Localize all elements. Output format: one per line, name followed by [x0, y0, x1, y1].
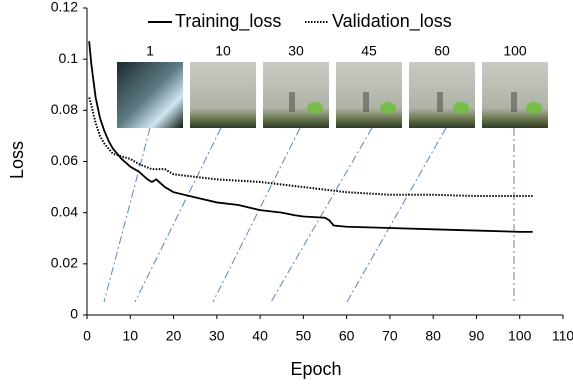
- inset-pointer: [270, 127, 373, 303]
- x-tick-label: 100: [508, 328, 532, 344]
- y-tick-label: 0.1: [59, 50, 79, 66]
- x-tick-label: 90: [469, 328, 485, 344]
- y-tick-label: 0.02: [51, 255, 78, 271]
- inset-label: 30: [288, 43, 304, 59]
- inset-object: [363, 92, 369, 112]
- y-tick-label: 0.04: [51, 203, 78, 219]
- y-tick-label: 0.12: [51, 0, 78, 15]
- inset-image: [117, 62, 183, 128]
- y-tick-label: 0: [70, 306, 78, 322]
- x-tick-label: 50: [296, 328, 312, 344]
- inset-object: [289, 92, 295, 112]
- inset-object: [380, 102, 396, 114]
- inset-object: [526, 102, 542, 114]
- x-tick-label: 60: [339, 328, 355, 344]
- x-tick-label: 70: [382, 328, 398, 344]
- inset-pointer: [346, 127, 447, 303]
- x-axis-label: Epoch: [290, 359, 341, 379]
- inset-label: 10: [215, 43, 231, 59]
- inset-object: [453, 102, 469, 114]
- inset-label: 100: [503, 43, 527, 59]
- x-tick-label: 40: [252, 328, 268, 344]
- legend-label: Training_loss: [175, 11, 281, 32]
- x-tick-label: 0: [83, 328, 91, 344]
- series-line: [88, 97, 533, 198]
- inset-object: [307, 102, 323, 114]
- series-line: [88, 41, 533, 233]
- x-tick-label: 80: [425, 328, 441, 344]
- x-tick-label: 30: [209, 328, 225, 344]
- inset-image: [190, 62, 256, 128]
- inset-image: [263, 62, 329, 128]
- legend-label: Validation_loss: [332, 11, 452, 32]
- y-axis-label: Loss: [7, 141, 27, 179]
- y-tick-label: 0.06: [51, 152, 78, 168]
- inset-label: 60: [434, 43, 450, 59]
- inset-pointer: [212, 127, 301, 303]
- x-tick-label: 20: [166, 328, 182, 344]
- x-tick-label: 10: [122, 328, 138, 344]
- inset-pointer: [103, 127, 151, 303]
- inset-label: 45: [361, 43, 377, 59]
- inset-object: [437, 92, 443, 112]
- inset-pointer: [134, 127, 222, 303]
- x-tick-label: 110: [552, 328, 573, 344]
- inset-label: 1: [146, 43, 154, 59]
- y-tick-label: 0.08: [51, 101, 78, 117]
- inset-object: [511, 92, 517, 112]
